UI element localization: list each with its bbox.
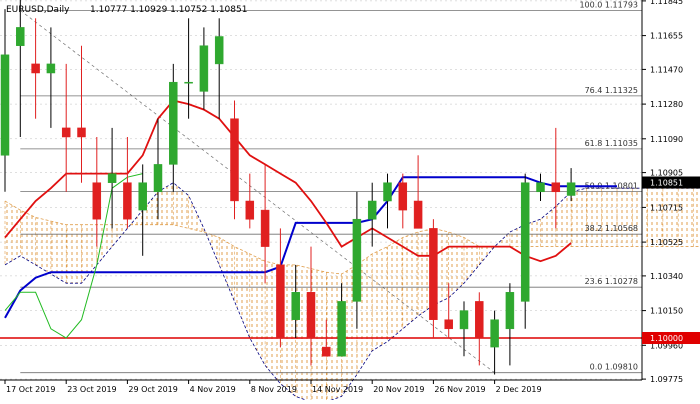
y-tick-label: 1.11090 [650, 135, 683, 144]
x-tick-label: 26 Nov 2019 [434, 385, 485, 394]
y-tick-label: 1.11655 [650, 32, 683, 41]
fib-level-label: 38.2 1.10568 [585, 224, 638, 233]
candle-body [291, 292, 300, 320]
candle-body [260, 209, 270, 247]
ohlc-label: 1.10777 1.10929 1.10752 1.10851 [90, 5, 247, 15]
candle-body [92, 182, 102, 220]
symbol-label: EURUSD,Daily [6, 5, 70, 15]
candle-body [551, 182, 561, 193]
candle-body [245, 200, 255, 220]
candle-body [169, 81, 178, 165]
candle-body [444, 319, 453, 330]
candle-body [276, 264, 285, 339]
candle-body [16, 27, 25, 46]
candle-body [31, 63, 40, 74]
candle-body [123, 182, 132, 220]
candle-body [46, 63, 56, 74]
candle-body [459, 310, 469, 330]
x-tick-label: 2 Dec 2019 [496, 385, 542, 394]
fib-level-label: 76.4 1.11325 [585, 86, 638, 95]
candle-body [566, 182, 576, 196]
x-tick-label: 29 Oct 2019 [128, 385, 177, 394]
y-tick-label: 1.09960 [650, 341, 683, 350]
candle-body [230, 118, 239, 202]
x-tick-label: 17 Oct 2019 [6, 385, 55, 394]
support-price-box [642, 332, 700, 344]
axes: 1.11845 1.11655 1.11470 1.11280 1.11090 1.109… [0, 0, 700, 394]
candle-body [77, 127, 86, 138]
x-tick-label: 20 Nov 2019 [373, 385, 424, 394]
x-tick-label: 8 Nov 2019 [251, 385, 297, 394]
candle-body [214, 36, 224, 65]
candle-body [536, 182, 545, 193]
support-price-box-label: 1.10000 [650, 334, 683, 343]
candle-body [367, 200, 377, 220]
fib-level-label: 61.8 1.11035 [585, 139, 638, 148]
y-tick-label: 1.11845 [650, 0, 683, 6]
indicator-lines [4, 99, 617, 339]
current-price-box-label: 1.10851 [650, 179, 683, 188]
y-tick-label: 1.11470 [650, 65, 683, 74]
candle-body [337, 301, 346, 357]
x-tick-label: 4 Nov 2019 [190, 385, 236, 394]
candle-body [61, 127, 71, 138]
fib-level-label: 0.0 1.09810 [590, 363, 638, 372]
tenkan-line [4, 99, 572, 263]
candle-body [107, 173, 117, 183]
current-price-box [642, 176, 700, 189]
x-tick-label: 14 Nov 2019 [312, 385, 363, 394]
candle-body [520, 182, 530, 302]
candle-body [184, 81, 193, 84]
fib-level-label: 100.0 1.11793 [579, 0, 638, 9]
candle-body [322, 346, 331, 357]
candle-body [0, 54, 10, 156]
chart-header: EURUSD,Daily 1.10777 1.10929 1.10752 1.1… [6, 5, 247, 15]
candle-body [199, 45, 209, 92]
candles [0, 0, 576, 375]
kijun-line [4, 176, 617, 319]
y-tick-label: 1.10340 [650, 272, 683, 281]
candle-body [352, 218, 362, 302]
y-tick-label: 1.09775 [650, 375, 683, 384]
candle-body [383, 182, 392, 202]
candle-body [475, 301, 484, 339]
y-tick-label: 1.10905 [650, 169, 683, 178]
y-tick-label: 1.11280 [650, 100, 683, 109]
y-tick-label: 1.10715 [650, 203, 683, 212]
y-tick-label: 1.10150 [650, 307, 683, 316]
y-tick-label: 1.10525 [650, 238, 683, 247]
x-tick-label: 23 Oct 2019 [67, 385, 116, 394]
candle-body [490, 319, 499, 348]
candle-body [398, 182, 408, 211]
candle-body [153, 164, 163, 193]
candle-body [138, 182, 147, 211]
senkou-span-a [4, 200, 700, 275]
fib-level-label: 23.6 1.10278 [585, 277, 638, 286]
candle-body [429, 228, 438, 320]
chikou-line [4, 173, 143, 339]
candle-body [306, 292, 316, 339]
candle-body [413, 200, 423, 229]
candle-body [505, 292, 515, 330]
